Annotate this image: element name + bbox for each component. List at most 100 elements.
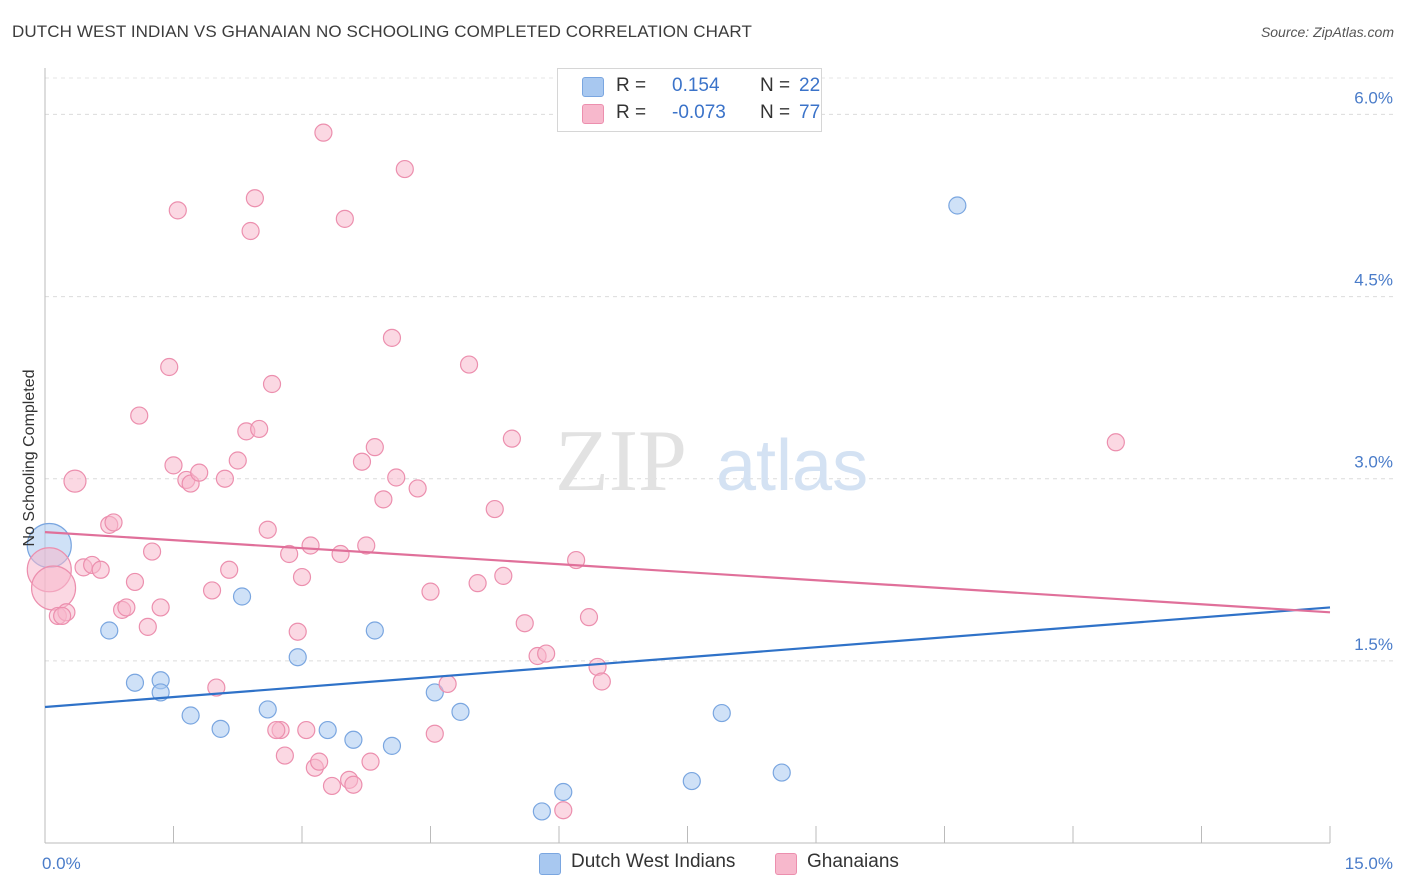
point-ghanaian (579, 608, 599, 627)
point-ghanaian (63, 469, 87, 493)
point-ghanaian (117, 598, 136, 617)
point-dutch-west-indian (365, 621, 384, 640)
point-ghanaian (459, 355, 479, 374)
y-tick-label: 4.5% (1354, 271, 1393, 290)
point-dutch-west-indian (451, 702, 470, 721)
point-ghanaian (537, 644, 556, 663)
data-points (26, 123, 1125, 821)
point-ghanaian (344, 775, 363, 794)
point-ghanaian (288, 622, 307, 641)
point-dutch-west-indian (772, 763, 791, 782)
trend-line-dutch-west-indians (44, 606, 1331, 709)
x-tick-label: 0.0% (42, 854, 81, 873)
point-ghanaian (138, 617, 157, 636)
point-ghanaian (241, 221, 260, 241)
point-dutch-west-indian (125, 673, 145, 692)
point-dutch-west-indian (288, 648, 307, 667)
point-ghanaian (207, 678, 226, 697)
point-ghanaian (502, 429, 521, 448)
y-axis-label: No Schooling Completed (21, 370, 38, 547)
point-ghanaian (438, 674, 457, 694)
point-ghanaian (592, 672, 611, 691)
watermark-atlas: atlas (716, 426, 868, 506)
point-ghanaian (250, 419, 269, 439)
point-dutch-west-indian (425, 683, 444, 702)
point-ghanaian (130, 406, 149, 425)
point-ghanaian (425, 724, 444, 743)
point-ghanaian (554, 801, 573, 820)
point-ghanaian (297, 720, 316, 740)
y-tick-label: 3.0% (1354, 453, 1393, 472)
point-ghanaian (262, 374, 282, 394)
source-credit: Source: ZipAtlas.com (1260, 24, 1394, 40)
point-dutch-west-indian (554, 782, 573, 802)
point-ghanaian (494, 566, 513, 585)
point-ghanaian (30, 565, 77, 611)
point-ghanaian (280, 544, 299, 564)
legend-n-value: 77 (799, 102, 821, 123)
point-ghanaian (357, 536, 376, 555)
point-ghanaian (322, 776, 342, 796)
legend-n-value: 22 (799, 75, 821, 96)
point-ghanaian (164, 456, 183, 475)
point-ghanaian (408, 479, 427, 498)
point-ghanaian (245, 189, 264, 208)
point-dutch-west-indian (100, 621, 119, 640)
point-ghanaian (168, 201, 187, 220)
point-ghanaian (220, 560, 239, 579)
y-tick-label: 1.5% (1354, 635, 1393, 654)
chart-title: DUTCH WEST INDIAN VS GHANAIAN NO SCHOOLI… (12, 22, 752, 41)
bottom-legend-label: Dutch West Indians (571, 851, 736, 872)
legend-r-value: 0.154 (672, 75, 720, 96)
point-ghanaian (228, 451, 247, 470)
legend-swatch-pink (582, 104, 604, 124)
point-ghanaian (53, 606, 72, 626)
watermark: ZIP atlas (555, 413, 868, 510)
axes (44, 68, 1331, 844)
bottom-legend-swatch-blue (539, 853, 561, 875)
point-dutch-west-indian (382, 736, 402, 755)
bottom-legend-swatch-pink (775, 853, 797, 875)
point-dutch-west-indian (948, 196, 967, 215)
legend-r-value: -0.073 (672, 102, 726, 123)
point-ghanaian (258, 520, 277, 539)
point-dutch-west-indian (532, 802, 551, 821)
point-ghanaian (365, 438, 384, 457)
point-dutch-west-indian (318, 720, 337, 740)
watermark-zip: ZIP (555, 413, 687, 510)
point-ghanaian (352, 452, 372, 471)
legend-swatch-blue (582, 77, 604, 97)
point-ghanaian (314, 123, 333, 142)
point-dutch-west-indian (712, 703, 731, 723)
point-ghanaian (104, 513, 123, 532)
point-dutch-west-indian (181, 706, 200, 725)
point-ghanaian (160, 357, 179, 377)
trend-line-ghanaians (44, 531, 1331, 614)
point-dutch-west-indian (211, 719, 230, 738)
point-ghanaian (91, 560, 110, 579)
point-ghanaian (515, 614, 534, 633)
point-ghanaian (142, 542, 162, 561)
point-dutch-west-indian (344, 730, 363, 749)
point-ghanaian (335, 209, 354, 228)
point-ghanaian (151, 598, 170, 617)
point-dutch-west-indian (232, 587, 252, 606)
point-ghanaian (331, 544, 350, 564)
point-dutch-west-indian (258, 700, 277, 719)
legend-n-label: N = (760, 102, 791, 123)
point-ghanaian (190, 463, 209, 482)
point-ghanaian (485, 499, 504, 519)
bottom-legend-label: Ghanaians (807, 851, 899, 872)
point-ghanaian (215, 469, 234, 488)
tick-labels: 1.5% 3.0% 4.5% 6.0% 0.0% 15.0% (42, 88, 1393, 873)
point-ghanaian (125, 572, 145, 592)
x-tick-label: 15.0% (1345, 854, 1393, 873)
point-ghanaian (395, 159, 414, 179)
point-ghanaian (202, 581, 222, 600)
point-ghanaian (275, 746, 294, 765)
point-ghanaian (310, 752, 329, 771)
point-ghanaian (387, 468, 406, 487)
legend-r-label: R = (616, 75, 647, 96)
point-ghanaian (1106, 433, 1125, 452)
